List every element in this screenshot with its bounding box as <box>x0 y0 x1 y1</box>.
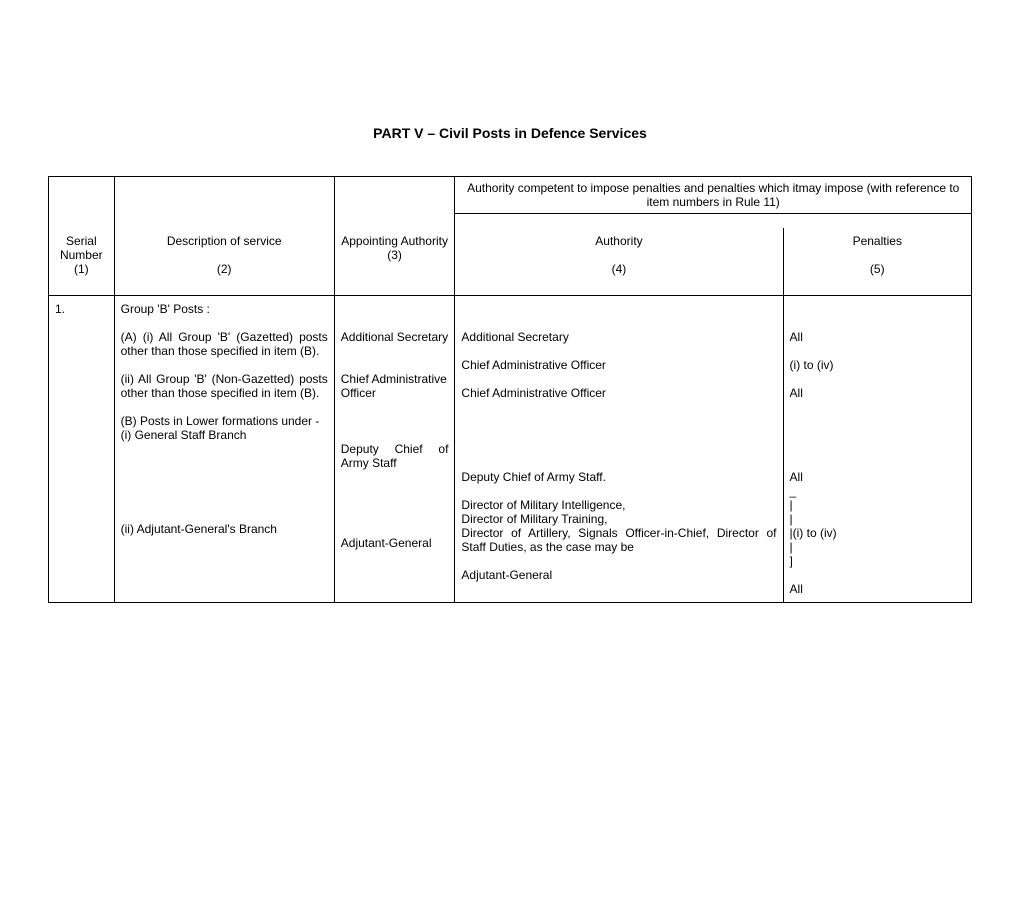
blank-cell <box>49 282 115 296</box>
penalties-b-i-p4: | <box>790 540 965 554</box>
appointing-b-ii: Adjutant-General <box>341 536 449 550</box>
authority-b-i-1: Deputy Chief of Army Staff. <box>461 470 776 484</box>
col5-header: Penalties (5) <box>783 228 971 282</box>
desc-a-i: (A) (i) All Group 'B' (Gazetted) posts o… <box>121 330 328 358</box>
penalties-a-i-1: All <box>790 330 965 344</box>
blank-cell <box>114 214 334 228</box>
authority-a-i-1: Additional Secretary <box>461 330 776 344</box>
penalties-cell: All (i) to (iv) All All _ | | |(i) to (i… <box>783 296 971 603</box>
penalties-b-i-p2: | <box>790 512 965 526</box>
header-blank-2 <box>114 177 334 214</box>
merged-header-cell: Authority competent to impose penalties … <box>455 177 972 214</box>
appointing-b-i: Deputy Chief of Army Staff <box>341 442 449 470</box>
penalties-a-i-2: (i) to (iv) <box>790 358 965 372</box>
blank-row-1 <box>49 214 972 228</box>
authority-cell: Additional Secretary Chief Administrativ… <box>455 296 783 603</box>
civil-posts-table: Authority competent to impose penalties … <box>48 176 972 603</box>
authority-b-i-3: Director of Military Training, <box>461 512 776 526</box>
desc-b-header: (B) Posts in Lower formations under - <box>121 414 328 428</box>
col3-header: Appointing Authority (3) <box>334 228 455 282</box>
blank-cell <box>783 214 971 228</box>
penalties-b-i-p1: | <box>790 498 965 512</box>
merged-header-row: Authority competent to impose penalties … <box>49 177 972 214</box>
authority-b-i-2: Director of Military Intelligence, <box>461 498 776 512</box>
col1-header: Serial Number (1) <box>49 228 115 282</box>
penalties-b-i-bracket: ] <box>790 554 965 568</box>
penalties-b-i-dash: _ <box>790 484 965 498</box>
data-row: 1. Group 'B' Posts : (A) (i) All Group '… <box>49 296 972 603</box>
desc-b-ii: (ii) Adjutant-General's Branch <box>121 522 328 536</box>
description-cell: Group 'B' Posts : (A) (i) All Group 'B' … <box>114 296 334 603</box>
blank-cell <box>783 282 971 296</box>
col2-header: Description of service (2) <box>114 228 334 282</box>
page-title: PART V – Civil Posts in Defence Services <box>0 125 1020 141</box>
desc-group-b: Group 'B' Posts : <box>121 302 328 316</box>
appointing-a-i: Additional Secretary <box>341 330 449 344</box>
authority-a-ii-1: Chief Administrative Officer <box>461 386 776 400</box>
table-container: Authority competent to impose penalties … <box>48 176 972 603</box>
authority-b-i-4: Director of Artillery, Signals Officer-i… <box>461 526 776 554</box>
desc-a-ii: (ii) All Group 'B' (Non-Gazetted) posts … <box>121 372 328 400</box>
authority-a-i-2: Chief Administrative Officer <box>461 358 776 372</box>
penalties-b-i-1: All <box>790 470 965 484</box>
header-blank-1 <box>49 177 115 214</box>
appointing-a-ii: Chief Administrative Officer <box>341 372 449 400</box>
blank-cell <box>114 282 334 296</box>
blank-row-2 <box>49 282 972 296</box>
column-header-row: Serial Number (1) Description of service… <box>49 228 972 282</box>
blank-cell <box>455 282 783 296</box>
blank-cell <box>334 214 455 228</box>
col4-header: Authority (4) <box>455 228 783 282</box>
penalties-b-ii-1: All <box>790 582 965 596</box>
serial-cell: 1. <box>49 296 115 603</box>
penalties-b-i-p3: |(i) to (iv) <box>790 526 965 540</box>
blank-cell <box>455 214 783 228</box>
penalties-a-ii-1: All <box>790 386 965 400</box>
appointing-cell: Additional Secretary Chief Administrativ… <box>334 296 455 603</box>
authority-b-ii-1: Adjutant-General <box>461 568 776 582</box>
header-blank-3 <box>334 177 455 214</box>
desc-b-i: (i) General Staff Branch <box>121 428 328 442</box>
blank-cell <box>334 282 455 296</box>
blank-cell <box>49 214 115 228</box>
